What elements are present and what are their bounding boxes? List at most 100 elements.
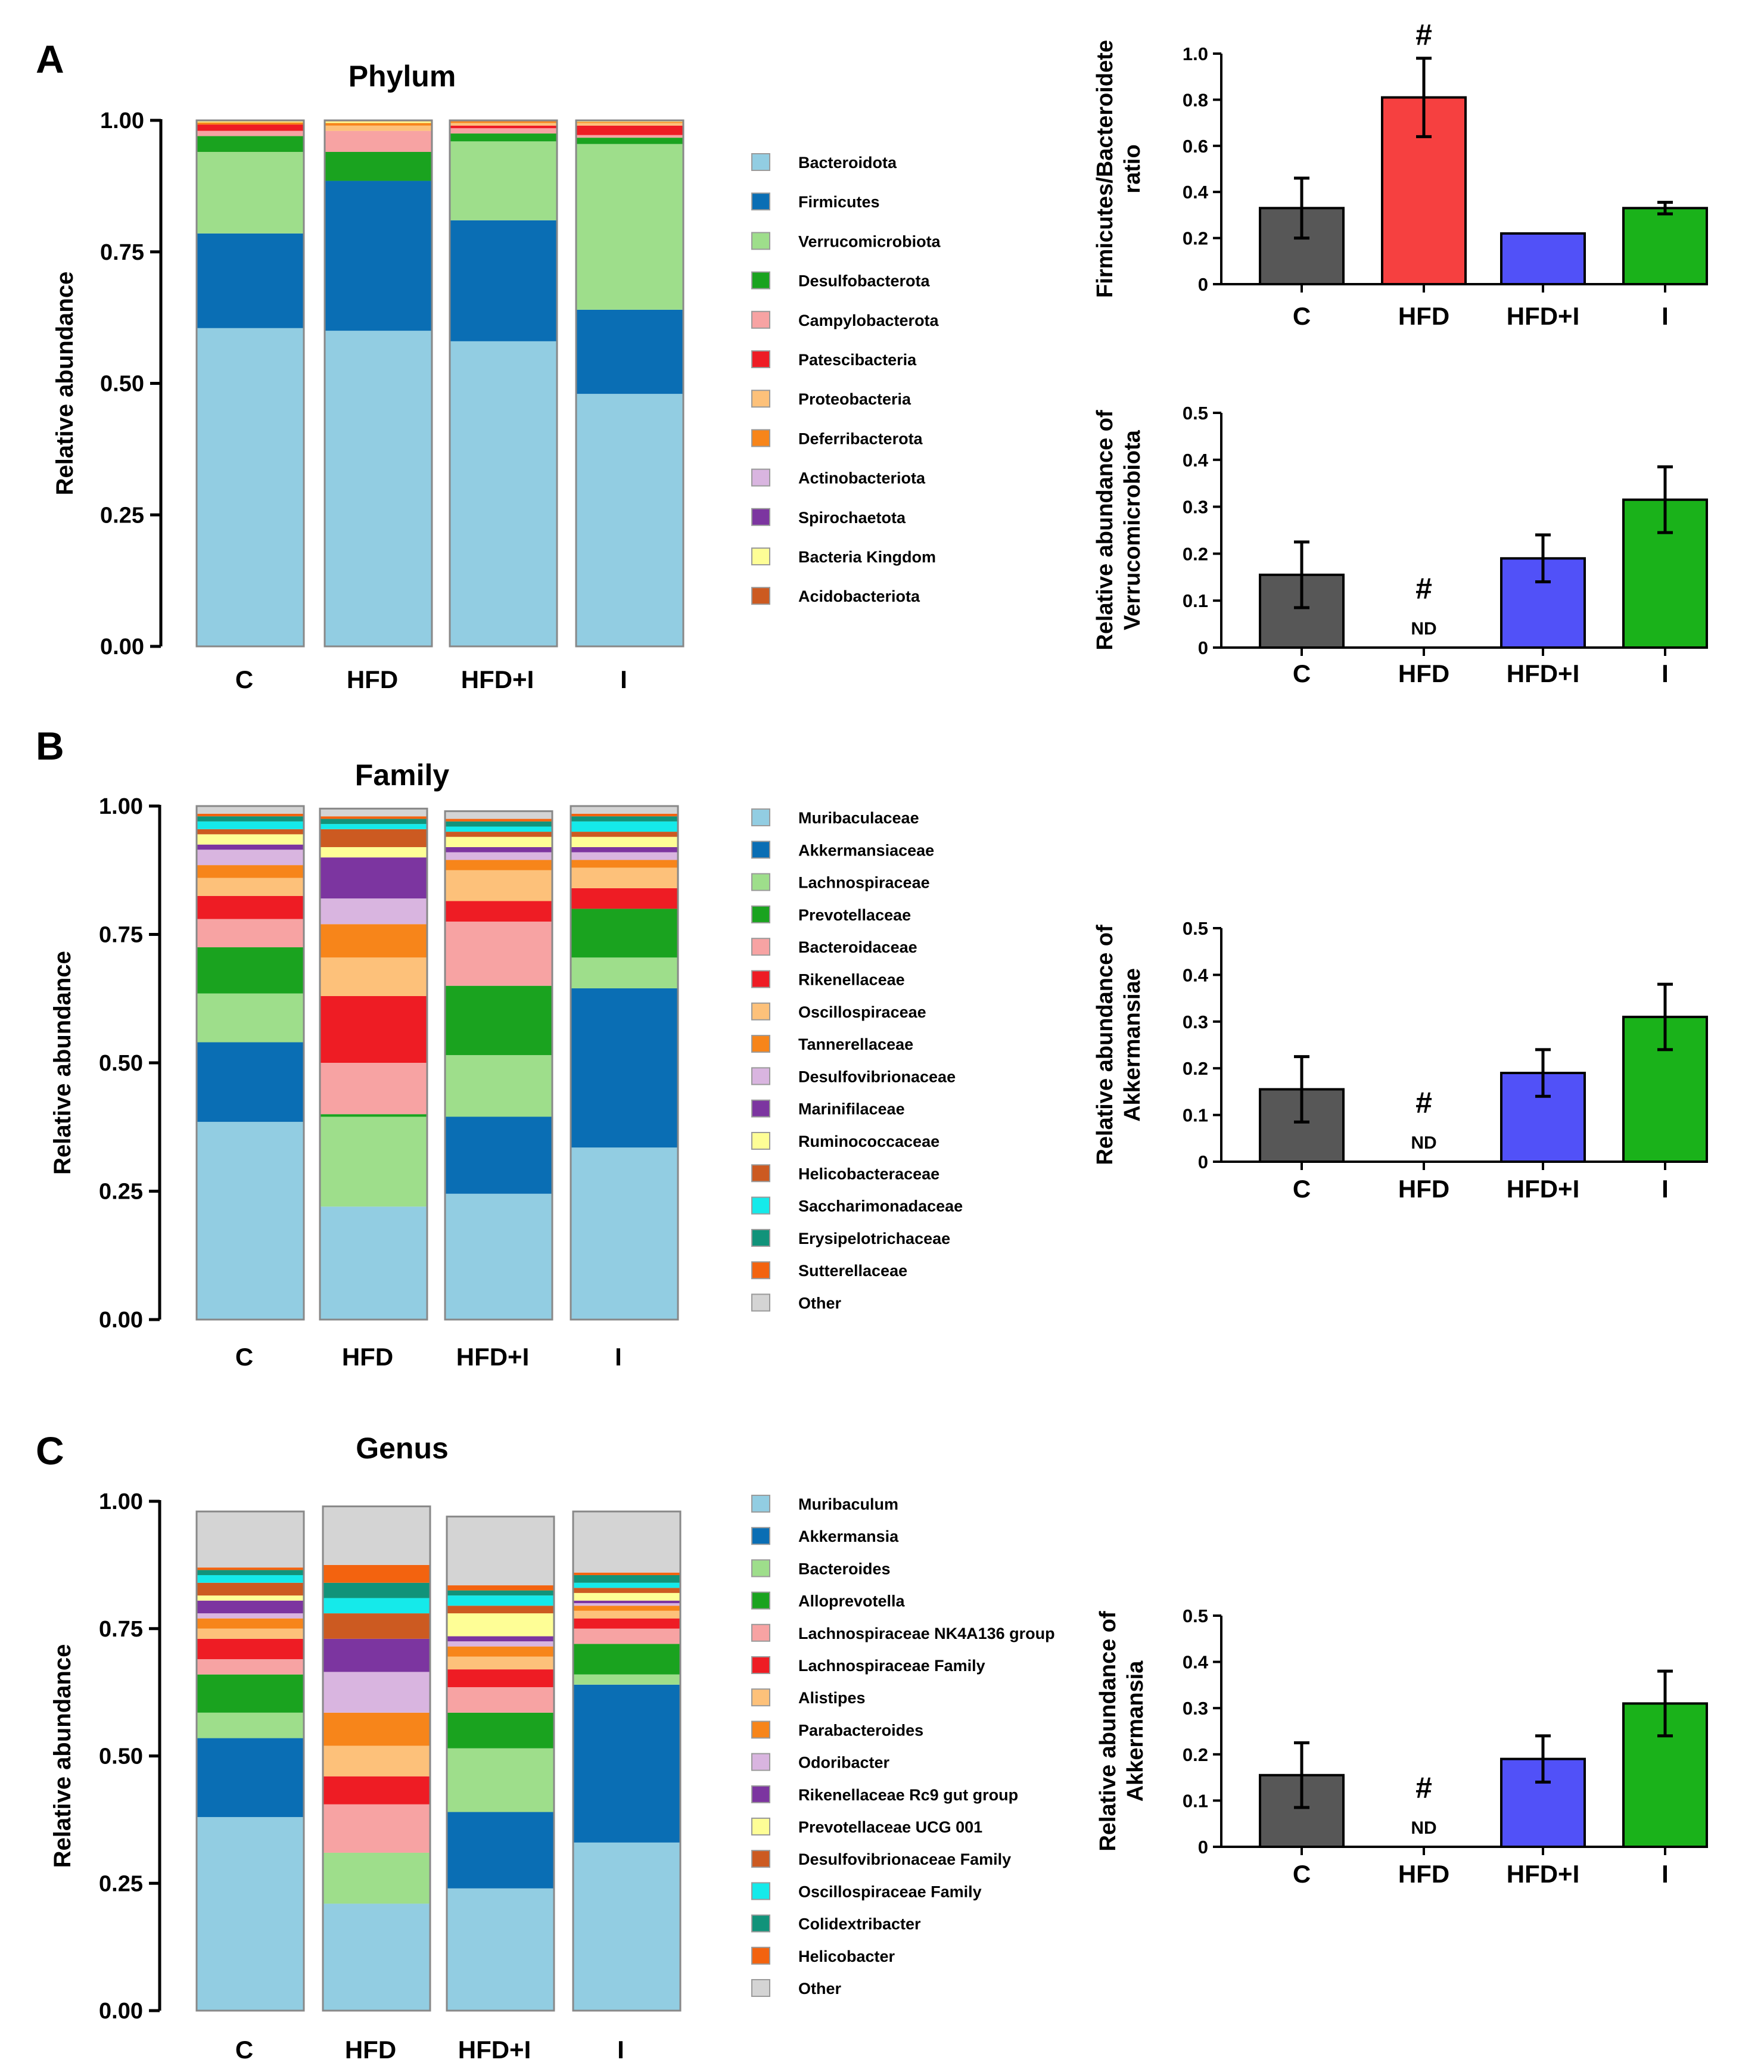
y-axis-label: Relative abundance xyxy=(49,1644,76,1868)
y-tick-label: 0 xyxy=(1198,637,1208,658)
legend-swatch xyxy=(751,905,770,923)
bar-segment xyxy=(325,331,432,646)
bar-segment xyxy=(573,1628,680,1644)
bar-segment xyxy=(325,181,432,331)
bar-segment xyxy=(571,847,678,853)
legend-label: Alistipes xyxy=(798,1689,866,1707)
x-tick-label: I xyxy=(1662,1860,1669,1888)
y-tick-label: 0.4 xyxy=(1183,965,1209,985)
bar-segment xyxy=(197,834,304,845)
x-tick-label: HFD+I xyxy=(1507,302,1580,330)
bar-segment xyxy=(320,898,427,925)
bar-segment xyxy=(447,1595,554,1606)
x-tick-label: HFD xyxy=(1398,302,1449,330)
legend-label: Rikenellaceae Rc9 gut group xyxy=(798,1786,1018,1804)
bar-outline xyxy=(572,1510,682,2012)
bar-segment xyxy=(197,1613,304,1619)
legend-swatch xyxy=(751,153,770,171)
y-tick-label: 0.1 xyxy=(1183,1790,1208,1811)
legend-swatch xyxy=(751,1818,770,1835)
bar-segment xyxy=(197,1817,304,2011)
legend-label: Desulfobacterota xyxy=(798,272,931,290)
bar-segment xyxy=(571,832,678,837)
bar-segment xyxy=(197,1674,304,1713)
legend-swatch xyxy=(751,1002,770,1021)
legend-swatch xyxy=(751,192,770,211)
y-tick-label: 0 xyxy=(1198,1837,1208,1858)
legend-swatch xyxy=(751,1495,770,1513)
y-axis-label: Akkermansia xyxy=(1123,1660,1148,1802)
x-tick-label: C xyxy=(1293,1175,1311,1203)
bar-segment xyxy=(571,957,678,989)
legend-swatch xyxy=(751,587,770,605)
y-axis-label: Firmicutes/Bacteroidete xyxy=(1093,40,1118,298)
bar-segment xyxy=(571,816,678,822)
x-tick-label: HFD xyxy=(1398,659,1449,687)
legend-label: Erysipelotrichaceae xyxy=(798,1230,950,1247)
y-tick-label: 0.75 xyxy=(100,240,144,265)
bar-segment xyxy=(445,832,552,837)
bar-chart-5: 0 0.1 0.2 0.3 0.4 0.5 C HFD # ND HFD+I I Relative ab… xyxy=(1093,918,1708,1203)
legend-swatch xyxy=(751,970,770,988)
legend-label: Lachnospiraceae Family xyxy=(798,1657,985,1675)
bar-segment xyxy=(320,857,427,899)
bar-segment xyxy=(445,811,552,819)
legend-label: Colidextribacter xyxy=(798,1915,921,1933)
bar-segment xyxy=(571,806,678,814)
significance-mark: # xyxy=(1415,1086,1432,1119)
y-axis-label: ratio xyxy=(1120,144,1145,193)
legend-swatch xyxy=(751,1132,770,1150)
y-tick-label: 0.5 xyxy=(1183,403,1208,424)
bar-segment xyxy=(445,1116,552,1194)
legend-swatch xyxy=(751,1293,770,1312)
legend-label: Tannerellaceae xyxy=(798,1035,913,1053)
x-tick-label: HFD+I xyxy=(1507,659,1580,687)
y-tick-label: 0.3 xyxy=(1183,1698,1208,1719)
y-tick-label: 0.2 xyxy=(1183,1058,1208,1079)
bar-segment xyxy=(573,1572,680,1575)
bar-segment xyxy=(447,1585,554,1591)
bar-segment xyxy=(445,1193,552,1320)
bar-outline xyxy=(575,119,685,648)
legend-label: Acidobacteriota xyxy=(798,587,920,605)
significance-mark: # xyxy=(1415,1771,1432,1805)
bar-segment xyxy=(445,985,552,1056)
panel-label-b: B xyxy=(36,724,64,768)
y-tick-label: 0.4 xyxy=(1183,1652,1209,1673)
legend-label: Other xyxy=(798,1980,842,1998)
bar-segment xyxy=(323,1903,430,2011)
legend-swatch xyxy=(751,1527,770,1545)
legend-label: Verrucomicrobiota xyxy=(798,232,941,250)
bar-segment xyxy=(573,1575,680,1583)
bar-segment xyxy=(197,1638,304,1660)
legend-swatch xyxy=(751,468,770,487)
y-tick-label: 0.50 xyxy=(99,1051,143,1076)
legend-swatch xyxy=(751,1688,770,1707)
bar-segment xyxy=(576,122,683,123)
bar-segment xyxy=(450,125,557,129)
bar-segment xyxy=(325,130,432,152)
legend-swatch xyxy=(751,547,770,565)
bar-segment xyxy=(320,829,427,847)
legend-label: Other xyxy=(798,1295,842,1312)
bar-segment xyxy=(197,1511,304,1568)
bar-segment xyxy=(323,1582,430,1598)
legend-label: Ruminococcaceae xyxy=(798,1133,939,1150)
x-tick-label: HFD+I xyxy=(1507,1175,1580,1203)
y-axis-label: Relative abundance of xyxy=(1093,925,1118,1165)
bar-segment xyxy=(197,816,304,822)
bar-segment xyxy=(320,1063,427,1115)
bar-segment xyxy=(450,121,557,123)
bar-segment xyxy=(573,1588,680,1593)
chart-title: Genus xyxy=(356,1432,449,1465)
bar-segment xyxy=(197,813,304,817)
bar-segment xyxy=(573,1674,680,1685)
bar-segment xyxy=(573,1618,680,1629)
bar-segment xyxy=(197,122,304,125)
bar-segment xyxy=(571,860,678,868)
legend-swatch xyxy=(751,350,770,368)
legend-label: Desulfovibrionaceae xyxy=(798,1068,956,1085)
bar-segment xyxy=(447,1748,554,1812)
legend-swatch xyxy=(751,508,770,526)
bar-segment xyxy=(445,921,552,986)
